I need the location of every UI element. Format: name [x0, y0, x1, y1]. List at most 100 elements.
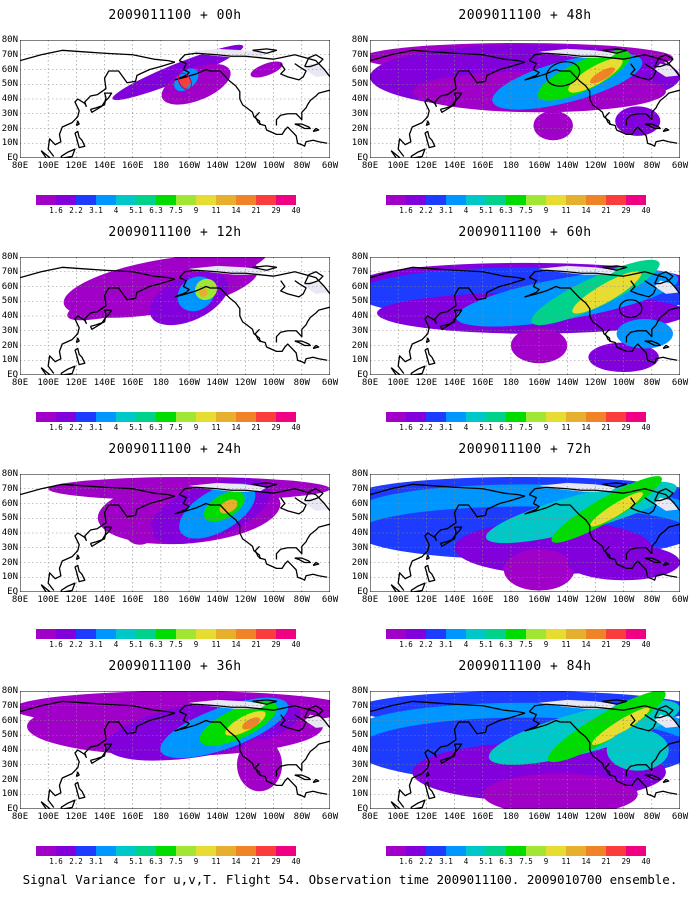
colorbar-swatch: [486, 195, 506, 205]
longitude-label: 160E: [471, 378, 494, 388]
coastline: [174, 494, 328, 581]
colorbar-swatch: [56, 195, 76, 205]
latitude-label: 50N: [351, 296, 368, 307]
colorbar-swatch: [466, 629, 486, 639]
longitude-label: 140E: [443, 812, 466, 822]
longitude-label: 100W: [262, 595, 285, 605]
coastline: [47, 712, 176, 808]
latitude-label: 60N: [351, 64, 368, 75]
longitude-label: 160W: [178, 378, 200, 388]
colorbar-swatch: [156, 195, 176, 205]
longitude-label: 100E: [387, 812, 410, 822]
colorbar-label: 21: [601, 640, 611, 649]
colorbar-swatch: [406, 846, 426, 856]
longitude-label: 80W: [643, 812, 660, 822]
colorbar-swatch: [136, 195, 156, 205]
colorbar-label: 14: [231, 423, 241, 432]
colorbar-label: 4: [463, 640, 469, 649]
colorbar-swatch: [276, 195, 296, 205]
sea-ice-area: [189, 699, 267, 709]
coastline: [47, 61, 176, 157]
longitude-label: 180: [502, 812, 520, 822]
longitude-label: 60W: [671, 161, 689, 171]
colorbar-swatch: [56, 846, 76, 856]
coastline: [294, 123, 311, 130]
colorbar-label: 21: [601, 857, 611, 866]
latitude-label: 40N: [1, 745, 18, 755]
longitude-label: 120E: [415, 595, 438, 605]
colorbar-label: 5.1: [129, 857, 143, 866]
latitude-label: 30N: [1, 759, 18, 770]
longitude-label: 140E: [93, 812, 116, 822]
longitude-label: 120E: [65, 812, 88, 822]
latitude-label: EQ: [7, 587, 18, 597]
coastline: [439, 743, 463, 764]
colorbar-swatch: [116, 412, 136, 422]
colorbar-label: 3.1: [439, 423, 453, 432]
latitude-label: 80N: [1, 252, 18, 262]
coastline: [254, 762, 262, 776]
colorbar-swatch: [176, 629, 196, 639]
latitude-label: 80N: [1, 686, 18, 696]
latitude-label: 20N: [1, 123, 18, 134]
sea-ice-area: [189, 265, 267, 275]
colorbar-swatch: [606, 846, 626, 856]
variance-contour: [112, 44, 244, 101]
colorbar-swatch: [626, 195, 646, 205]
colorbar-swatch: [196, 629, 216, 639]
colorbar-swatch: [196, 195, 216, 205]
colorbar-swatch: [256, 412, 276, 422]
coastline: [630, 280, 657, 298]
longitude-label: 60W: [321, 161, 339, 171]
coastline: [280, 63, 307, 81]
coastline: [528, 703, 681, 729]
colorbar-swatch: [386, 846, 406, 856]
longitude-label: 120E: [65, 595, 88, 605]
latitude-label: 30N: [351, 325, 368, 336]
coastline: [625, 523, 681, 560]
panel-title: 2009011100 + 72h: [458, 442, 592, 457]
colorbar-swatch: [526, 412, 546, 422]
longitude-label: 160W: [178, 595, 200, 605]
coastline: [604, 545, 612, 559]
coastline: [425, 554, 430, 561]
colorbar-label: 6.3: [149, 206, 163, 215]
colorbar-label: 9: [543, 857, 549, 866]
variance-contour: [242, 717, 261, 730]
colorbar-swatch: [276, 412, 296, 422]
colorbar-label: 4: [113, 206, 119, 215]
longitude-label: 140E: [443, 595, 466, 605]
colorbar-swatch: [626, 846, 646, 856]
colorbar-label: 21: [251, 206, 261, 215]
longitude-label: 180: [502, 595, 520, 605]
colorbar-label: 5.1: [129, 640, 143, 649]
longitude-label: 160W: [178, 812, 200, 822]
variance-contour: [591, 707, 650, 746]
map-panel: 2009011100 + 72h 80N 70N 60N 50N 40N 30N 20N 10N…: [350, 434, 700, 654]
coastline: [369, 483, 526, 497]
latitude-label: 50N: [1, 79, 18, 90]
colorbar-swatch: [56, 412, 76, 422]
longitude-label: 100E: [387, 161, 410, 171]
coastline: [280, 280, 307, 298]
coastline: [424, 781, 436, 800]
longitude-label: 160E: [121, 812, 144, 822]
colorbar-label: 29: [271, 640, 281, 649]
longitude-label: 120W: [234, 812, 257, 822]
colorbar-label: 6.3: [149, 640, 163, 649]
sea-ice-area: [539, 265, 617, 275]
latitude-label: 50N: [1, 296, 18, 307]
colorbar-swatch: [406, 629, 426, 639]
coastline: [304, 488, 324, 502]
latitude-label: 70N: [351, 483, 368, 494]
longitude-label: 140E: [93, 378, 116, 388]
colorbar-label: 21: [251, 423, 261, 432]
colorbar-label: 29: [621, 857, 631, 866]
latitude-label: EQ: [357, 153, 368, 163]
colorbar: [386, 846, 646, 856]
coastline: [524, 277, 678, 364]
longitude-label: 140W: [556, 161, 579, 171]
latitude-label: 10N: [1, 572, 18, 583]
longitude-label: 140W: [206, 378, 229, 388]
colorbar-swatch: [566, 195, 586, 205]
